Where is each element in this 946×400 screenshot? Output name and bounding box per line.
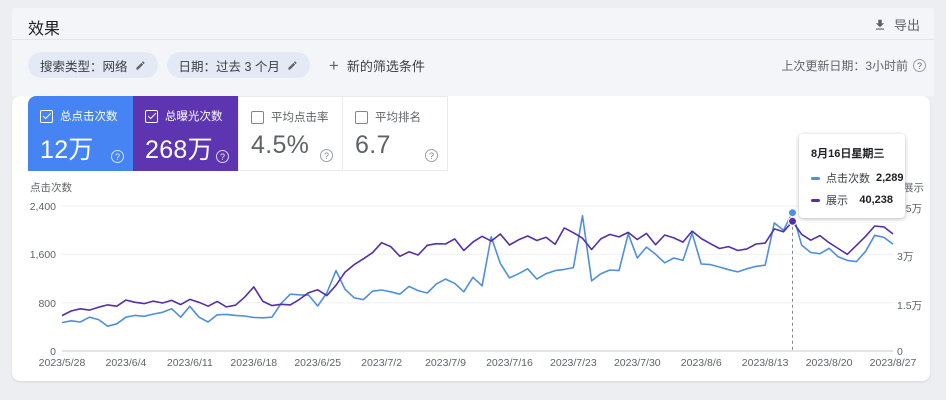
page-title: 效果 <box>28 21 61 38</box>
metric-tabs: 总点击次数 12万 ? 总曝光次数 268万 ? 平均点击率 4.5% ? 平均… <box>28 96 448 171</box>
new-filter-button[interactable]: + 新的筛选条件 <box>329 56 425 75</box>
right-axis-tick: 3万 <box>897 251 914 264</box>
metric-card-label: 总曝光次数 <box>165 111 223 123</box>
last-updated-text: 上次更新日期：3小时前 <box>781 59 908 73</box>
metric-card-value: 12万 <box>40 136 94 164</box>
download-icon <box>875 19 885 30</box>
x-axis-label: 2023/7/23 <box>550 357 597 369</box>
edit-pencil-icon <box>288 60 297 70</box>
title-row: 效果 导出 <box>12 8 934 40</box>
tooltip-label: 点击次数 <box>826 173 870 185</box>
tooltip-label: 展示 <box>826 195 848 207</box>
x-axis-label: 2023/8/6 <box>680 357 722 369</box>
edit-pencil-icon <box>135 60 145 70</box>
tooltip-date: 8月16日星期三 <box>811 148 885 160</box>
metric-card-average-position[interactable]: 平均排名 6.7 ? <box>343 96 448 171</box>
x-axis-label: 2023/6/4 <box>105 357 147 369</box>
chart-tooltip: 8月16日星期三 点击次数 2,289 展示 40,238 <box>799 134 905 218</box>
filter-chip-label: 搜索类型：网络 <box>40 59 128 74</box>
metric-card-value: 6.7 <box>355 131 391 159</box>
x-axis-label: 2023/7/9 <box>425 357 466 369</box>
x-axis-label: 2023/7/16 <box>486 357 533 369</box>
x-axis-label: 2023/6/18 <box>230 357 278 369</box>
right-axis-tick: 0 <box>897 346 903 358</box>
help-icon[interactable]: ? <box>111 150 124 163</box>
x-axis-label: 2023/6/25 <box>294 357 342 369</box>
last-updated: 上次更新日期：3小时前 ? <box>781 57 926 74</box>
metric-card-value: 268万 <box>145 136 213 164</box>
checkbox-checked-icon[interactable] <box>40 109 53 123</box>
tooltip-value: 2,289 <box>876 172 904 184</box>
left-axis-tick: 2,400 <box>29 201 56 213</box>
tooltip-row-impressions: 展示 40,238 <box>811 192 893 208</box>
new-filter-label: 新的筛选条件 <box>346 58 425 74</box>
left-axis-tick: 1,600 <box>29 249 56 262</box>
checkbox-unchecked-icon[interactable] <box>251 110 264 124</box>
metric-card-label: 平均排名 <box>375 112 421 124</box>
help-icon[interactable]: ? <box>425 149 438 162</box>
impressions-marker-icon <box>811 198 820 202</box>
metric-card-average-ctr[interactable]: 平均点击率 4.5% ? <box>238 96 343 171</box>
x-axis-label: 2023/8/27 <box>869 357 917 369</box>
tooltip-row-clicks: 点击次数 2,289 <box>811 170 904 186</box>
metric-card-total-clicks[interactable]: 总点击次数 12万 ? <box>28 96 133 171</box>
header-band: 效果 导出 搜索类型：网络 日期：过去 3 个月 <box>12 8 934 96</box>
clicks-marker-icon <box>811 176 820 180</box>
x-axis-label: 2023/7/30 <box>613 357 661 369</box>
export-button[interactable]: 导出 <box>873 15 920 34</box>
x-axis-label: 2023/6/11 <box>166 357 213 369</box>
x-axis-label: 2023/7/2 <box>361 357 403 369</box>
x-axis-label: 2023/5/28 <box>38 357 86 369</box>
filter-chip-date-range[interactable]: 日期：过去 3 个月 <box>166 52 310 78</box>
help-icon[interactable]: ? <box>320 149 333 162</box>
metric-card-label: 平均点击率 <box>271 112 329 124</box>
filter-chips-row: 搜索类型：网络 日期：过去 3 个月 + 新的筛选条件 <box>28 52 425 78</box>
metric-card-value: 4.5% <box>251 131 310 159</box>
x-axis-label: 2023/8/13 <box>741 357 789 369</box>
right-axis-tick: 1.5万 <box>897 299 923 312</box>
help-icon[interactable]: ? <box>913 59 926 72</box>
filter-chip-search-type[interactable]: 搜索类型：网络 <box>28 52 158 78</box>
help-icon[interactable]: ? <box>216 150 229 163</box>
left-axis-tick: 800 <box>38 297 56 310</box>
checkbox-checked-icon[interactable] <box>145 109 158 123</box>
right-axis-title: 展示 <box>903 182 924 194</box>
metric-card-total-impressions[interactable]: 总曝光次数 268万 ? <box>133 96 238 171</box>
left-axis-title: 点击次数 <box>30 182 72 194</box>
x-axis-label: 2023/8/20 <box>805 357 853 369</box>
plus-icon: + <box>328 55 339 75</box>
filter-chip-label: 日期：过去 3 个月 <box>178 59 280 74</box>
left-axis-tick: 0 <box>50 346 56 358</box>
metric-card-label: 总点击次数 <box>60 111 118 123</box>
checkbox-unchecked-icon[interactable] <box>355 110 368 124</box>
tooltip-value: 40,238 <box>859 194 893 206</box>
export-label: 导出 <box>893 18 920 33</box>
